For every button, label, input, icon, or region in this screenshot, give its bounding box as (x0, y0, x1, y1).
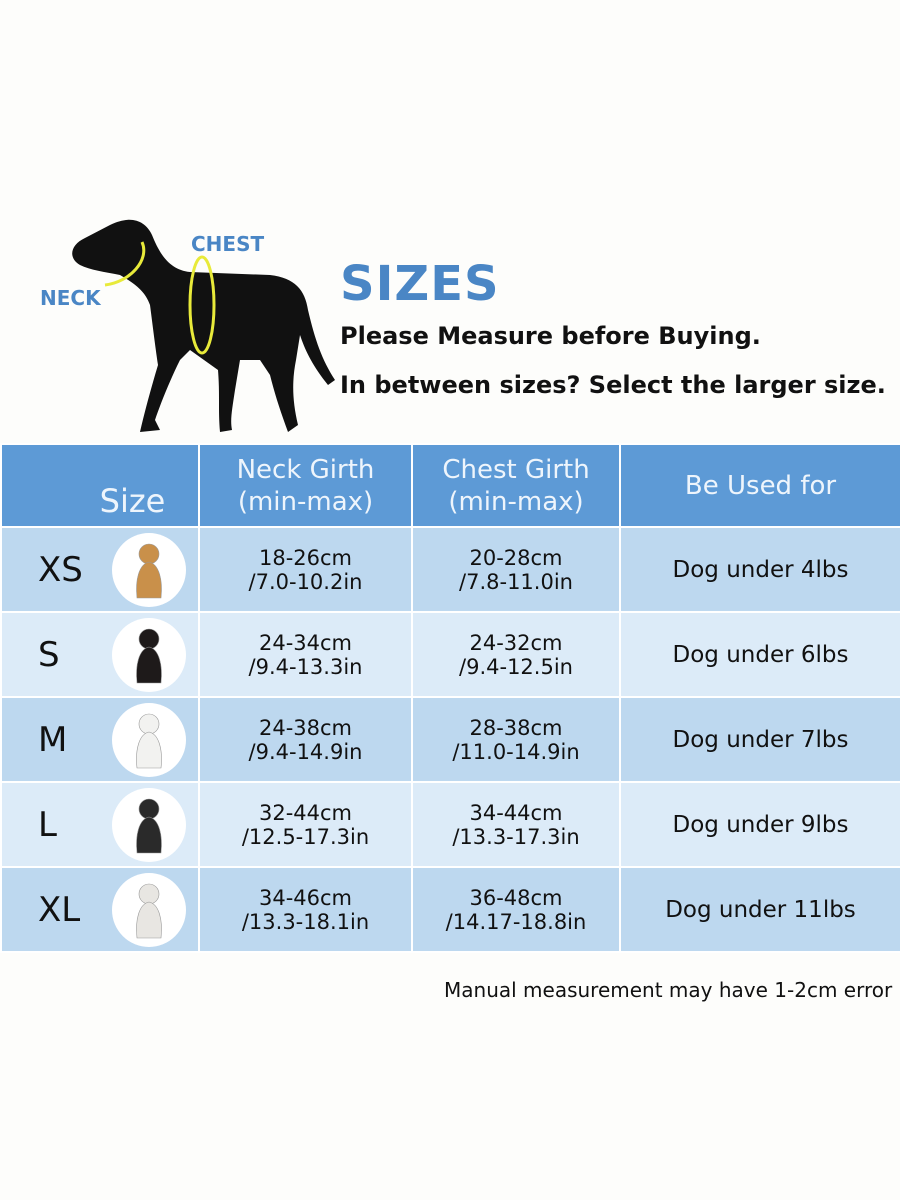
dog-photo (112, 617, 186, 692)
table-row: XL 34-46cm/13.3-18.1in 36-48cm/14.17-18.… (0, 866, 900, 953)
chest-cm: 20-28cm (469, 545, 563, 570)
chest-in: /14.17-18.8in (445, 909, 587, 934)
neck-in: /9.4-13.3in (248, 654, 363, 679)
size-cell: XL (0, 866, 200, 953)
chest-in: /13.3-17.3in (452, 824, 580, 849)
col-neck-line1: Neck Girth (236, 454, 375, 485)
chest-cm: 36-48cm (469, 885, 563, 910)
col-neck-girth: Neck Girth (min-max) (198, 443, 413, 528)
neck-girth-cell: 24-34cm/9.4-13.3in (198, 611, 413, 698)
chest-girth-cell: 28-38cm/11.0-14.9in (411, 696, 621, 783)
dog-photo (112, 872, 186, 947)
neck-girth-cell: 24-38cm/9.4-14.9in (198, 696, 413, 783)
page-title: SIZES (340, 256, 500, 312)
chest-girth-cell: 36-48cm/14.17-18.8in (411, 866, 621, 953)
table-row: XS 18-26cm/7.0-10.2in 20-28cm/7.8-11.0in… (0, 526, 900, 613)
dog-photo (112, 702, 186, 777)
chest-strap (188, 255, 216, 355)
neck-girth-cell: 34-46cm/13.3-18.1in (198, 866, 413, 953)
col-used-for: Be Used for (619, 443, 900, 528)
size-label: XL (38, 889, 81, 930)
footer-note: Manual measurement may have 1-2cm error (444, 978, 893, 1002)
size-cell: S (0, 611, 200, 698)
table-header-row: Size Neck Girth (min-max) Chest Girth (min… (0, 443, 900, 528)
neck-in: /13.3-18.1in (241, 909, 370, 934)
chest-in: /9.4-12.5in (459, 654, 573, 679)
table-row: L 32-44cm/12.5-17.3in 34-44cm/13.3-17.3i… (0, 781, 900, 868)
neck-cm: 24-38cm (258, 715, 353, 740)
col-chest-girth: Chest Girth (min-max) (411, 443, 621, 528)
neck-cm: 34-46cm (258, 885, 353, 910)
size-label: XS (38, 549, 83, 590)
col-size-label: Size (99, 481, 166, 520)
neck-girth-cell: 18-26cm/7.0-10.2in (198, 526, 413, 613)
size-label: S (38, 634, 60, 675)
col-chest-line2: (min-max) (448, 486, 584, 517)
dog-photo (112, 787, 186, 862)
neck-girth-cell: 32-44cm/12.5-17.3in (198, 781, 413, 868)
neck-in: /12.5-17.3in (241, 824, 370, 849)
neck-collar (104, 241, 146, 287)
neck-cm: 18-26cm (258, 545, 353, 570)
chest-cm: 28-38cm (469, 715, 563, 740)
neck-cm: 24-34cm (258, 630, 353, 655)
table-row: S 24-34cm/9.4-13.3in 24-32cm/9.4-12.5in … (0, 611, 900, 698)
chest-in: /11.0-14.9in (452, 739, 580, 764)
neck-in: /7.0-10.2in (248, 569, 363, 594)
chest-in: /7.8-11.0in (459, 569, 573, 594)
used-for-cell: Dog under 7lbs (619, 696, 900, 783)
chest-cm: 34-44cm (469, 800, 563, 825)
size-cell: M (0, 696, 200, 783)
chest-cm: 24-32cm (469, 630, 563, 655)
col-chest-line1: Chest Girth (442, 454, 590, 485)
used-for-cell: Dog under 9lbs (619, 781, 900, 868)
dog-photo (112, 532, 186, 607)
chest-label: CHEST (191, 232, 265, 256)
size-label: L (38, 804, 57, 845)
neck-cm: 32-44cm (258, 800, 353, 825)
size-label: M (38, 719, 68, 760)
used-for-cell: Dog under 4lbs (619, 526, 900, 613)
chest-girth-cell: 24-32cm/9.4-12.5in (411, 611, 621, 698)
size-advice: In between sizes? Select the larger size… (340, 371, 886, 399)
dog-silhouette-diagram (72, 219, 335, 432)
size-cell: L (0, 781, 200, 868)
neck-in: /9.4-14.9in (248, 739, 363, 764)
chest-girth-cell: 20-28cm/7.8-11.0in (411, 526, 621, 613)
col-size: Size (0, 443, 200, 528)
size-cell: XS (0, 526, 200, 613)
table-row: M 24-38cm/9.4-14.9in 28-38cm/11.0-14.9in… (0, 696, 900, 783)
col-neck-line2: (min-max) (237, 486, 374, 517)
size-table: Size Neck Girth (min-max) Chest Girth (min… (0, 443, 900, 953)
used-for-cell: Dog under 11lbs (619, 866, 900, 953)
measure-instruction: Please Measure before Buying. (340, 322, 761, 350)
neck-label: NECK (40, 286, 101, 310)
chest-girth-cell: 34-44cm/13.3-17.3in (411, 781, 621, 868)
used-for-cell: Dog under 6lbs (619, 611, 900, 698)
